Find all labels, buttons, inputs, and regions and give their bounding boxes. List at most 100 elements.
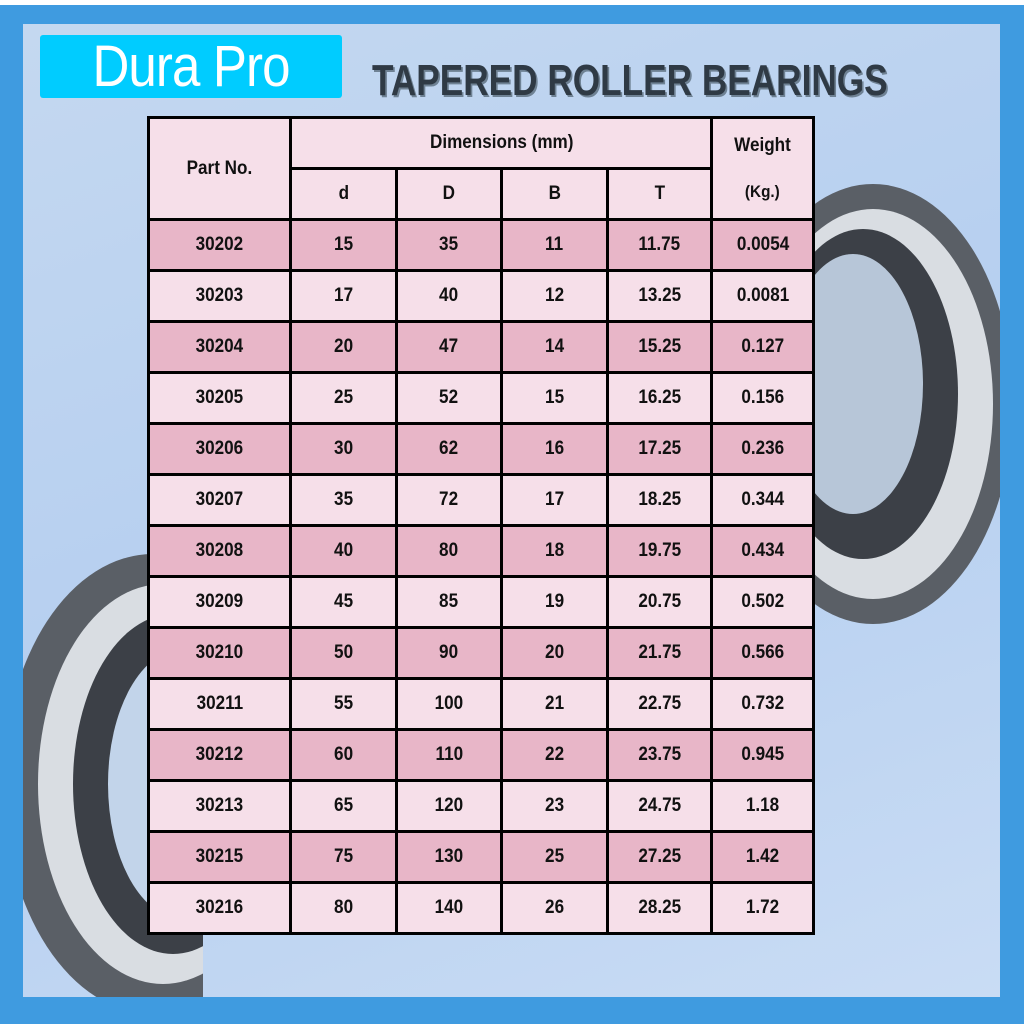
cell-D: 140 xyxy=(394,881,504,935)
table-row: 30206 30 62 16 17.25 0.236 xyxy=(146,422,815,476)
cell-d: 15 xyxy=(289,218,398,272)
cell-d: 20 xyxy=(289,320,398,374)
cell-part-no: 30215 xyxy=(146,830,293,884)
cell-B: 15 xyxy=(500,371,609,425)
cell-part-no: 30208 xyxy=(146,524,293,578)
cell-B: 12 xyxy=(500,269,609,323)
cell-d: 55 xyxy=(289,677,398,731)
cell-weight: 0.0054 xyxy=(710,218,815,272)
cell-T: 19.75 xyxy=(605,524,714,578)
cell-weight: 1.72 xyxy=(710,881,815,935)
cell-T: 16.25 xyxy=(605,371,714,425)
cell-part-no: 30206 xyxy=(146,422,293,476)
table-row: 30208 40 80 18 19.75 0.434 xyxy=(146,524,815,578)
cell-T: 13.25 xyxy=(605,269,714,323)
cell-weight: 1.42 xyxy=(710,830,815,884)
table-row: 30210 50 90 20 21.75 0.566 xyxy=(146,626,815,680)
cell-weight: 1.18 xyxy=(710,779,815,833)
cell-d: 65 xyxy=(289,779,398,833)
cell-part-no: 30207 xyxy=(146,473,293,527)
cell-D: 90 xyxy=(394,626,504,680)
table-row: 30216 80 140 26 28.25 1.72 xyxy=(146,881,815,935)
cell-T: 27.25 xyxy=(605,830,714,884)
table-row: 30209 45 85 19 20.75 0.502 xyxy=(146,575,815,629)
cell-B: 21 xyxy=(500,677,609,731)
table-row: 30205 25 52 15 16.25 0.156 xyxy=(146,371,815,425)
cell-B: 26 xyxy=(500,881,609,935)
cell-d: 17 xyxy=(289,269,398,323)
cell-T: 11.75 xyxy=(605,218,714,272)
cell-D: 100 xyxy=(394,677,504,731)
cell-D: 47 xyxy=(394,320,504,374)
cell-d: 25 xyxy=(289,371,398,425)
table-row: 30207 35 72 17 18.25 0.344 xyxy=(146,473,815,527)
table-row: 30215 75 130 25 27.25 1.42 xyxy=(146,830,815,884)
cell-d: 80 xyxy=(289,881,398,935)
header-d: d xyxy=(289,167,398,221)
table-row: 30213 65 120 23 24.75 1.18 xyxy=(146,779,815,833)
cell-weight: 0.0081 xyxy=(710,269,815,323)
header-row: Part No. Dimensions (mm) Weight (Kg.) xyxy=(146,116,815,221)
cell-B: 19 xyxy=(500,575,609,629)
cell-d: 60 xyxy=(289,728,398,782)
header-dimensions: Dimensions (mm) xyxy=(289,116,714,170)
cell-part-no: 30216 xyxy=(146,881,293,935)
cell-D: 85 xyxy=(394,575,504,629)
cell-T: 21.75 xyxy=(605,626,714,680)
cell-B: 25 xyxy=(500,830,609,884)
cell-T: 20.75 xyxy=(605,575,714,629)
cell-T: 24.75 xyxy=(605,779,714,833)
cell-weight: 0.732 xyxy=(710,677,815,731)
cell-part-no: 30204 xyxy=(146,320,293,374)
cell-D: 80 xyxy=(394,524,504,578)
cell-T: 23.75 xyxy=(605,728,714,782)
cell-d: 30 xyxy=(289,422,398,476)
cell-B: 16 xyxy=(500,422,609,476)
cell-part-no: 30212 xyxy=(146,728,293,782)
cell-D: 62 xyxy=(394,422,504,476)
cell-weight: 0.434 xyxy=(710,524,815,578)
cell-D: 52 xyxy=(394,371,504,425)
cell-weight: 0.236 xyxy=(710,422,815,476)
cell-part-no: 30205 xyxy=(146,371,293,425)
cell-weight: 0.156 xyxy=(710,371,815,425)
cell-d: 45 xyxy=(289,575,398,629)
cell-part-no: 30209 xyxy=(146,575,293,629)
cell-part-no: 30210 xyxy=(146,626,293,680)
header-weight: Weight (Kg.) xyxy=(710,116,815,221)
cell-weight: 0.566 xyxy=(710,626,815,680)
cell-d: 40 xyxy=(289,524,398,578)
cell-weight: 0.344 xyxy=(710,473,815,527)
cell-B: 17 xyxy=(500,473,609,527)
table-row: 30202 15 35 11 11.75 0.0054 xyxy=(146,218,815,272)
cell-T: 18.25 xyxy=(605,473,714,527)
header-D: D xyxy=(394,167,504,221)
cell-T: 22.75 xyxy=(605,677,714,731)
cell-T: 17.25 xyxy=(605,422,714,476)
page-title: TAPERED ROLLER BEARINGS xyxy=(372,56,888,105)
header-subrow: d D B T xyxy=(149,167,814,221)
header-T: T xyxy=(605,167,714,221)
table-row: 30203 17 40 12 13.25 0.0081 xyxy=(146,269,815,323)
cell-D: 40 xyxy=(394,269,504,323)
header-part-no: Part No. xyxy=(146,116,293,221)
cell-D: 72 xyxy=(394,473,504,527)
brand-logo: Dura Pro xyxy=(40,35,342,98)
cell-weight: 0.127 xyxy=(710,320,815,374)
cell-B: 11 xyxy=(500,218,609,272)
cell-T: 15.25 xyxy=(605,320,714,374)
cell-part-no: 30202 xyxy=(146,218,293,272)
cell-D: 120 xyxy=(394,779,504,833)
cell-B: 23 xyxy=(500,779,609,833)
cell-B: 14 xyxy=(500,320,609,374)
cell-d: 75 xyxy=(289,830,398,884)
cell-B: 20 xyxy=(500,626,609,680)
cell-D: 35 xyxy=(394,218,504,272)
cell-B: 18 xyxy=(500,524,609,578)
cell-d: 35 xyxy=(289,473,398,527)
bearing-spec-table: Part No. Dimensions (mm) Weight (Kg.) d D… xyxy=(146,116,815,935)
cell-d: 50 xyxy=(289,626,398,680)
table-row: 30212 60 110 22 23.75 0.945 xyxy=(146,728,815,782)
cell-weight: 0.502 xyxy=(710,575,815,629)
cell-weight: 0.945 xyxy=(710,728,815,782)
